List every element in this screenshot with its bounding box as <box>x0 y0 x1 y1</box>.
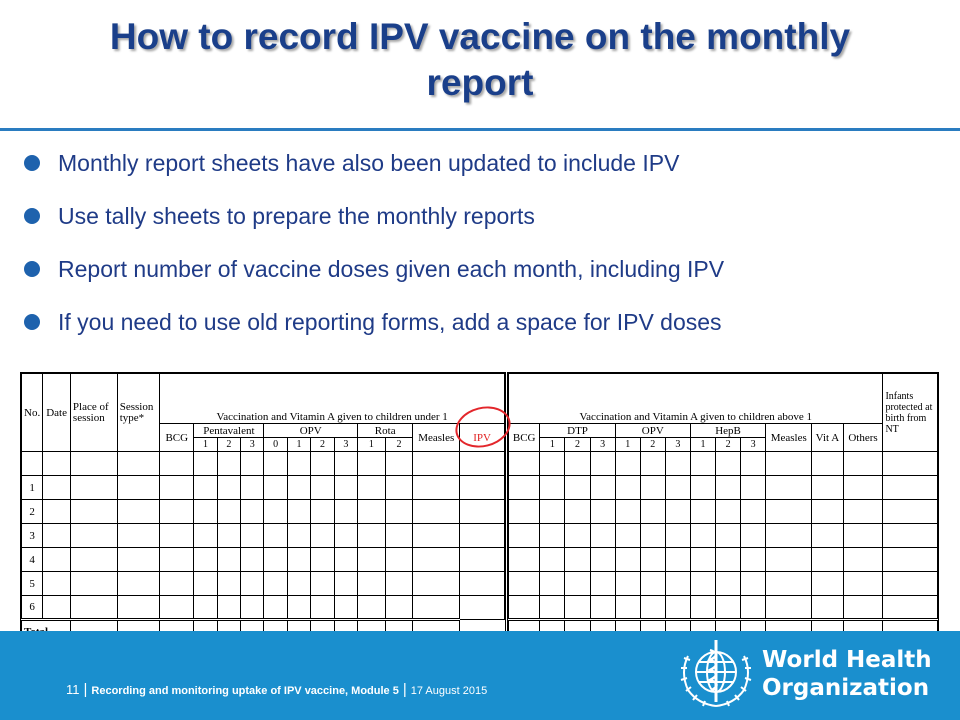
table-row: 3 <box>20 523 505 548</box>
who-logo-line: Organization <box>762 675 930 701</box>
dose-label: 1 <box>689 437 717 452</box>
table-row: 5 <box>20 571 505 596</box>
dose-label: 1 <box>357 437 386 452</box>
col-rota: Rota <box>357 423 414 438</box>
table-row <box>507 547 938 572</box>
dose-label: 0 <box>263 437 288 452</box>
table-row <box>507 523 938 548</box>
bullet-item: If you need to use old reporting forms, … <box>22 305 952 358</box>
who-emblem-icon <box>680 640 752 707</box>
row-number: 3 <box>20 523 44 548</box>
col-infants-protected: Infants protected at birth from NT <box>882 373 938 452</box>
dose-label: 3 <box>740 437 767 452</box>
dose-label: 1 <box>193 437 218 452</box>
table-row: 1 <box>20 475 505 500</box>
table-row <box>507 595 938 620</box>
bullet-text: If you need to use old reporting forms, … <box>58 309 722 335</box>
bullet-text: Use tally sheets to prepare the monthly … <box>58 203 535 229</box>
table-row: 4 <box>20 547 505 572</box>
col-hepb: HepB <box>689 423 767 438</box>
dose-label: 1 <box>539 437 566 452</box>
slide-title: How to record IPV vaccine on the monthly… <box>109 16 851 103</box>
row-number: 5 <box>20 571 44 596</box>
col-measles: Measles <box>765 423 813 452</box>
dose-label: 3 <box>589 437 616 452</box>
page-number: 11 <box>66 682 80 697</box>
dose-label: 2 <box>384 437 414 452</box>
who-logo-line: World Health <box>762 647 932 673</box>
col-no: No. <box>20 373 44 452</box>
col-bcg: BCG <box>507 423 541 452</box>
who-logo-text: World Health Organization <box>762 646 932 702</box>
group-above-1: Vaccination and Vitamin A given to child… <box>507 373 884 424</box>
table-row <box>507 571 938 596</box>
col-opv: OPV <box>614 423 691 438</box>
footer-text: 11 | Recording and monitoring uptake of IP… <box>66 681 487 698</box>
dose-label: 2 <box>639 437 666 452</box>
col-dtp: DTP <box>539 423 616 438</box>
dose-label: 3 <box>664 437 691 452</box>
separator: | <box>402 681 407 698</box>
dose-label: 1 <box>614 437 641 452</box>
table-row: 6 <box>20 595 505 620</box>
dose-label: 1 <box>286 437 312 452</box>
dose-label: 2 <box>216 437 242 452</box>
col-bcg: BCG <box>159 423 195 452</box>
dose-label: 2 <box>564 437 591 452</box>
col-opv: OPV <box>263 423 359 438</box>
col-others: Others <box>842 423 884 452</box>
table-row: 2 <box>20 499 505 524</box>
row-number: 1 <box>20 475 44 500</box>
col-date: Date <box>42 373 71 452</box>
report-form-under-1: No. Date Place of session Session type* … <box>20 372 506 645</box>
bullet-text: Report number of vaccine doses given eac… <box>58 256 725 282</box>
dose-label: 2 <box>715 437 742 452</box>
bullet-dot-icon <box>24 208 40 224</box>
row-number: 2 <box>20 499 44 524</box>
col-session-type: Session type* <box>116 373 161 452</box>
bullet-dot-icon <box>24 261 40 277</box>
bullet-item: Use tally sheets to prepare the monthly … <box>22 199 952 252</box>
row-number: 4 <box>20 547 44 572</box>
col-vit-a: Vit A <box>811 423 844 452</box>
table-row <box>507 499 938 524</box>
dose-label: 3 <box>333 437 359 452</box>
title-divider <box>0 128 960 131</box>
group-under-1: Vaccination and Vitamin A given to child… <box>159 373 505 424</box>
separator: | <box>83 681 88 698</box>
col-measles: Measles <box>412 423 461 452</box>
bullet-item: Report number of vaccine doses given eac… <box>22 252 952 305</box>
bullet-dot-icon <box>24 155 40 171</box>
dose-label: 3 <box>240 437 265 452</box>
col-place: Place of session <box>69 373 118 452</box>
bullet-list: Monthly report sheets have also been upd… <box>22 146 952 358</box>
footer-bar: 11 | Recording and monitoring uptake of IP… <box>0 631 960 720</box>
report-form-above-1: Vaccination and Vitamin A given to child… <box>507 372 939 645</box>
dose-label: 2 <box>310 437 335 452</box>
col-ipv: IPV <box>459 423 505 452</box>
module-title: Recording and monitoring uptake of IPV v… <box>91 685 399 697</box>
bullet-item: Monthly report sheets have also been upd… <box>22 146 952 199</box>
row-number: 6 <box>20 595 44 620</box>
footer-date: 17 August 2015 <box>410 685 488 697</box>
bullet-text: Monthly report sheets have also been upd… <box>58 150 680 176</box>
table-row <box>507 475 938 500</box>
bullet-dot-icon <box>24 314 40 330</box>
col-pentavalent: Pentavalent <box>193 423 265 438</box>
